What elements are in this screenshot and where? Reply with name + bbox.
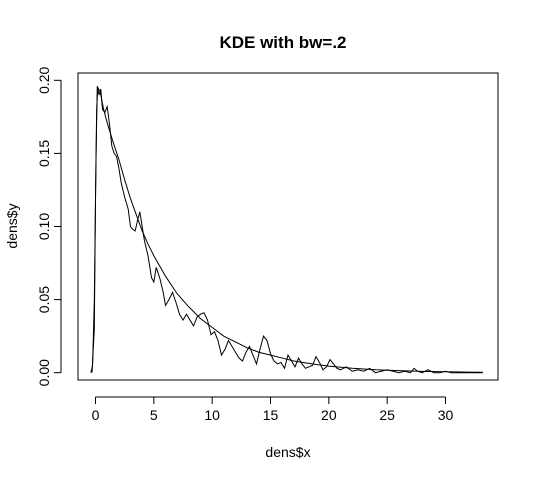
y-tick-label: 0.20	[36, 66, 52, 93]
series-line-1	[90, 86, 483, 374]
x-axis: 0 5 10 15 20 25 30	[92, 396, 454, 423]
x-tick-label: 5	[150, 407, 158, 423]
y-tick-label: 0.00	[36, 359, 52, 386]
series-line-2	[91, 85, 483, 373]
y-axis: 0.00 0.05 0.10 0.15 0.20	[36, 66, 62, 386]
x-tick-label: 0	[92, 407, 100, 423]
chart-title: KDE with bw=.2	[219, 33, 346, 52]
x-tick-label: 15	[263, 407, 279, 423]
plot-frame	[77, 72, 499, 381]
x-axis-label: dens$x	[265, 444, 310, 460]
y-tick-label: 0.15	[36, 140, 52, 167]
x-tick-label: 30	[438, 407, 454, 423]
x-tick-label: 25	[379, 407, 395, 423]
y-tick-label: 0.10	[36, 213, 52, 240]
plot-series	[90, 85, 483, 374]
y-axis-label: dens$y	[4, 203, 20, 248]
x-tick-label: 20	[321, 407, 337, 423]
y-tick-label: 0.05	[36, 286, 52, 313]
x-tick-label: 10	[204, 407, 220, 423]
